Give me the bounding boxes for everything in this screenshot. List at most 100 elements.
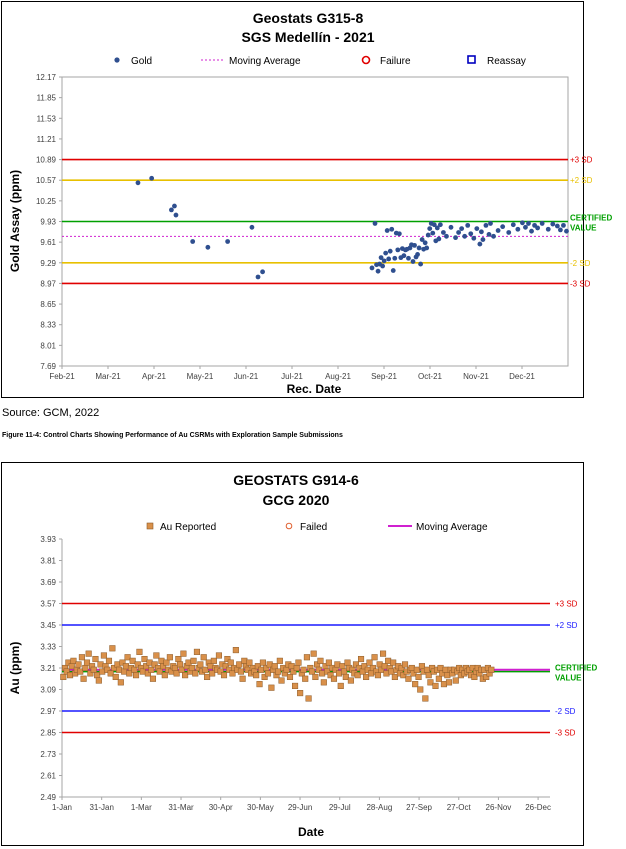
data-point <box>398 664 405 672</box>
data-point <box>124 654 131 661</box>
data-point <box>67 672 74 679</box>
data-point <box>149 175 155 181</box>
data-point <box>468 231 474 237</box>
y-tick-label: 2.73 <box>40 750 56 759</box>
data-point <box>90 666 97 673</box>
data-point <box>202 666 209 673</box>
y-tick-label: 12.17 <box>36 73 57 82</box>
x-tick-label: Jun-21 <box>234 372 259 381</box>
data-point <box>385 657 392 664</box>
y-tick-label: 7.69 <box>40 362 56 371</box>
x-tick-label: Nov-21 <box>463 372 489 381</box>
data-point <box>153 652 160 659</box>
data-point <box>319 670 326 677</box>
data-point <box>526 221 531 226</box>
data-point <box>122 663 129 670</box>
data-point <box>77 668 84 675</box>
chart2-canvas: GEOSTATS G914-6 GCG 2020 Au Reported Fai… <box>8 472 597 839</box>
legend-failure-marker <box>361 55 371 65</box>
y-tick-label: 8.97 <box>40 279 56 288</box>
data-point <box>392 255 398 261</box>
data-point <box>419 237 425 242</box>
data-point <box>317 657 324 664</box>
data-point <box>408 664 415 672</box>
legend-reassay-label: Reassay <box>487 56 526 67</box>
data-point <box>232 647 239 654</box>
chart2-x-axis-title: Date <box>298 825 324 839</box>
data-point <box>422 695 429 702</box>
data-point <box>325 659 332 666</box>
data-point <box>550 221 556 227</box>
data-point <box>261 673 268 681</box>
data-point <box>229 670 236 677</box>
data-point <box>474 226 480 231</box>
x-tick-label: 28-Aug <box>366 803 392 812</box>
sd-label: -2 SD <box>570 259 591 268</box>
y-tick-label: 2.85 <box>40 729 56 738</box>
data-point <box>141 655 148 663</box>
legend-au-reported-label: Au Reported <box>160 522 216 533</box>
data-point <box>220 672 228 679</box>
data-point <box>83 659 91 666</box>
data-point <box>483 673 490 681</box>
chart2-subtitle: GCG 2020 <box>263 492 330 508</box>
data-point <box>465 222 471 228</box>
data-point <box>564 228 569 234</box>
data-point <box>180 650 187 657</box>
data-point <box>175 655 182 663</box>
x-tick-label: Mar-21 <box>95 372 121 381</box>
data-point <box>425 232 431 238</box>
data-point <box>436 236 442 242</box>
data-point <box>94 672 101 679</box>
data-point <box>435 675 442 682</box>
legend-failed-label: Failed <box>300 522 327 533</box>
x-tick-label: 26-Nov <box>486 803 512 812</box>
sd-label: +2 SD <box>570 176 593 185</box>
data-point <box>209 670 216 677</box>
chart-gold-g315-8: Geostats G315-8 SGS Medellín - 2021 Gold… <box>1 1 612 398</box>
x-tick-label: 1-Mar <box>131 803 152 812</box>
data-point <box>107 670 114 677</box>
data-point <box>384 228 390 233</box>
y-tick-label: 9.93 <box>40 218 56 227</box>
data-point <box>334 661 341 668</box>
data-point <box>357 655 365 663</box>
x-tick-label: 27-Oct <box>447 803 472 812</box>
data-point <box>225 239 231 244</box>
data-point <box>453 235 458 241</box>
data-point <box>396 231 402 237</box>
source-note: Source: GCM, 2022 <box>2 407 100 419</box>
data-point <box>395 247 401 253</box>
data-point <box>312 673 319 681</box>
data-point <box>432 682 439 689</box>
data-point <box>315 666 322 673</box>
data-point <box>82 664 89 672</box>
x-tick-label: Oct-21 <box>418 372 443 381</box>
data-point <box>391 673 398 681</box>
data-point <box>418 663 425 670</box>
certified-label: CERTIFIED <box>570 214 612 223</box>
legend-failure-label: Failure <box>380 56 411 67</box>
data-point <box>104 666 111 673</box>
data-point <box>444 672 451 679</box>
data-point <box>188 664 195 672</box>
data-point <box>417 686 424 693</box>
data-point <box>182 672 189 679</box>
data-point <box>406 255 411 261</box>
data-point <box>339 663 346 670</box>
sd-label: -3 SD <box>555 729 576 738</box>
data-point <box>330 675 338 682</box>
chart1-y-axis-title: Gold Assay (ppm) <box>8 170 22 272</box>
data-point <box>445 679 453 686</box>
data-point <box>135 180 141 186</box>
data-point <box>161 672 168 679</box>
data-point <box>114 661 121 668</box>
data-point <box>264 670 272 677</box>
data-point <box>173 212 179 218</box>
data-point <box>558 227 563 233</box>
data-point <box>205 244 211 250</box>
data-point <box>424 245 430 251</box>
y-tick-label: 11.85 <box>37 94 57 103</box>
data-point <box>169 207 174 213</box>
data-point <box>415 251 420 257</box>
